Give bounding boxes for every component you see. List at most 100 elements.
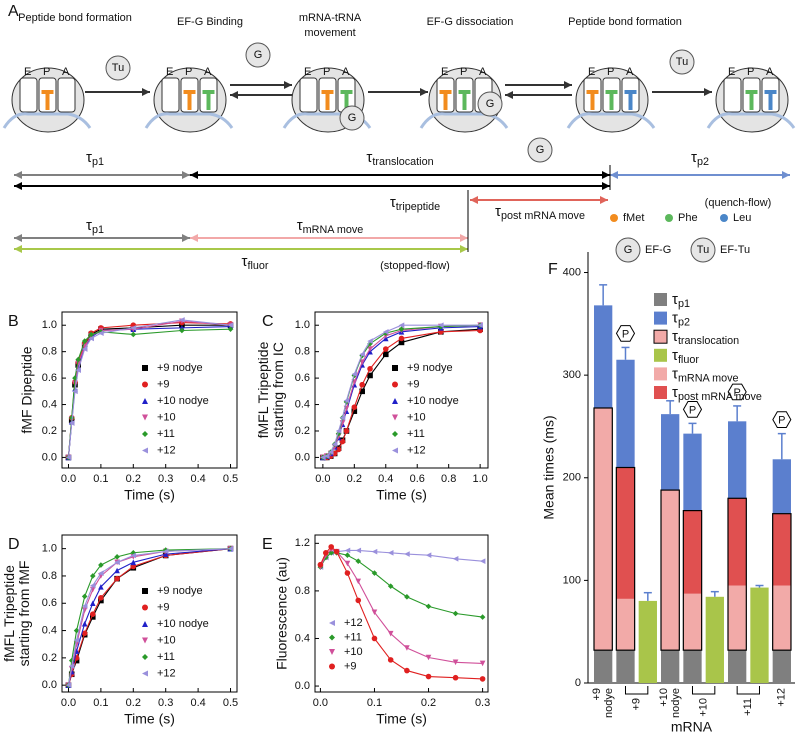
data-point bbox=[65, 682, 72, 688]
reaction-arrow-head bbox=[420, 88, 428, 96]
data-point bbox=[81, 338, 88, 344]
data-point bbox=[81, 603, 88, 609]
legend-label: +10 nodye bbox=[157, 618, 209, 630]
tau-subscript: post mRNA move bbox=[501, 210, 585, 222]
data-point bbox=[114, 554, 120, 560]
y-tick-label: 0.6 bbox=[42, 597, 57, 609]
data-point bbox=[382, 346, 389, 352]
y-tick-label: 400 bbox=[563, 266, 581, 278]
x-tick-label: 0.2 bbox=[126, 473, 141, 485]
legend-label: +10 bbox=[157, 634, 176, 646]
data-point bbox=[89, 582, 96, 589]
site-label: A bbox=[204, 66, 212, 78]
legend-marker bbox=[392, 447, 398, 454]
x-tick-label: 0.5 bbox=[223, 473, 238, 485]
tau-symbol: τ bbox=[672, 310, 678, 327]
legend-label: +12 bbox=[157, 444, 176, 456]
data-point bbox=[355, 578, 362, 585]
y-tick-label: 0.2 bbox=[42, 425, 57, 437]
group-bracket bbox=[624, 686, 649, 695]
mrna bbox=[282, 112, 372, 129]
data-point bbox=[114, 559, 120, 566]
bar-segment bbox=[772, 650, 791, 683]
legend-marker bbox=[392, 381, 398, 388]
trna-arm bbox=[745, 90, 758, 94]
tau-symbol: τ bbox=[242, 253, 248, 270]
site-label: E bbox=[728, 66, 735, 78]
panel-label: C bbox=[262, 313, 274, 330]
tau-subscript: p1 bbox=[92, 224, 104, 236]
tau-symbol: τ bbox=[366, 149, 372, 166]
data-point bbox=[98, 562, 104, 568]
data-point bbox=[81, 593, 88, 600]
site-label: A bbox=[62, 66, 70, 78]
tau-subscript: p2 bbox=[678, 316, 690, 328]
legend-marker bbox=[142, 414, 148, 421]
data-point bbox=[477, 322, 483, 329]
x-tick-label: nodye bbox=[603, 688, 615, 718]
panel-label: F bbox=[548, 261, 558, 278]
timeline-arrow-head bbox=[470, 196, 478, 204]
legend-marker bbox=[142, 654, 148, 660]
fit-line bbox=[67, 328, 231, 458]
data-point bbox=[343, 397, 350, 404]
mrna bbox=[2, 112, 92, 129]
data-point bbox=[68, 663, 75, 669]
y-tick-label: 100 bbox=[563, 574, 581, 586]
method-label: (quench-flow) bbox=[705, 197, 772, 209]
step-label: movement bbox=[304, 27, 355, 39]
data-point bbox=[343, 428, 350, 434]
data-point bbox=[89, 600, 96, 607]
y-axis-label: Mean times (ms) bbox=[541, 415, 557, 519]
tau-label: τfluor bbox=[672, 347, 699, 366]
data-point bbox=[387, 550, 394, 556]
x-tick-label: +10 bbox=[658, 688, 670, 707]
bar-segment bbox=[661, 650, 680, 683]
phospho-label: P bbox=[622, 328, 629, 340]
phospho-label: P bbox=[778, 415, 785, 427]
legend-label: EF-Tu bbox=[720, 244, 750, 256]
reaction-arrow-head bbox=[284, 81, 292, 89]
y-axis-label: fMF Dipeptide bbox=[19, 346, 35, 433]
x-tick-label: 0.3 bbox=[158, 473, 173, 485]
data-point bbox=[398, 339, 405, 346]
y-tick-label: 0.0 bbox=[295, 680, 310, 692]
timeline-arrow-head bbox=[602, 182, 610, 190]
data-point bbox=[367, 372, 373, 379]
x-tick-label: 0.2 bbox=[126, 697, 141, 709]
tau-subscript: mRNA move bbox=[678, 372, 739, 384]
data-point bbox=[333, 548, 340, 555]
data-point bbox=[479, 558, 486, 564]
trna-arm bbox=[586, 90, 599, 94]
tau-label: τpost mRNA move bbox=[672, 384, 762, 403]
y-tick-label: 1.0 bbox=[42, 543, 57, 555]
y-tick-label: 0.2 bbox=[42, 652, 57, 664]
data-point bbox=[130, 559, 137, 566]
legend-label: +9 nodye bbox=[157, 362, 203, 374]
bar bbox=[638, 600, 657, 683]
tau-subscript: tripeptide bbox=[396, 201, 440, 213]
y-tick-label: 0.8 bbox=[295, 585, 310, 597]
legend-label: +11 bbox=[344, 631, 362, 643]
step-label: Peptide bond formation bbox=[568, 16, 682, 28]
data-point bbox=[355, 547, 362, 554]
tau-subscript: fluor bbox=[678, 354, 699, 366]
tau-symbol: τ bbox=[495, 203, 501, 220]
bar-segment bbox=[728, 421, 747, 499]
bar-segment bbox=[661, 490, 680, 651]
factor-label: Tu bbox=[697, 244, 709, 256]
y-tick-label: 0.2 bbox=[295, 425, 310, 437]
timeline-arrow-head bbox=[782, 171, 790, 179]
tau-label: τp1 bbox=[672, 291, 690, 310]
data-point bbox=[382, 329, 389, 335]
fit-line bbox=[319, 546, 483, 680]
timeline-arrow-head bbox=[600, 196, 608, 204]
site-box bbox=[19, 77, 38, 113]
site-label: P bbox=[607, 66, 614, 78]
tau-label: τtranslocation bbox=[672, 328, 739, 347]
timeline-arrow-head bbox=[460, 245, 468, 253]
data-point bbox=[179, 317, 185, 323]
y-tick-label: 0.4 bbox=[295, 632, 310, 644]
factor-label: G bbox=[624, 244, 633, 256]
trna-arm bbox=[624, 90, 637, 94]
